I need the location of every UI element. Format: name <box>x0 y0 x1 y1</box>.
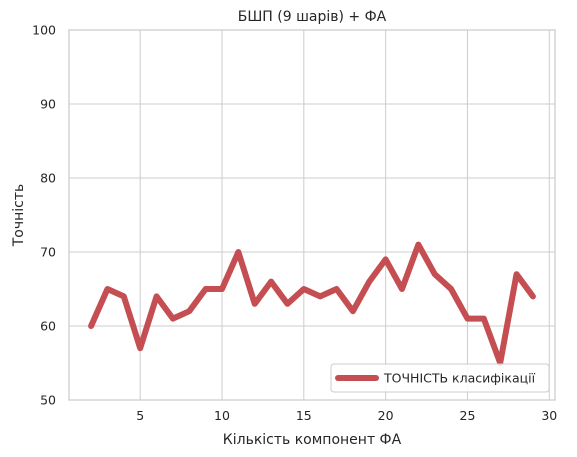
series-line <box>88 241 536 366</box>
x-tick-label: 10 <box>214 408 230 423</box>
legend-box <box>330 363 550 393</box>
y-tick-label: 60 <box>40 319 56 334</box>
plot-area <box>88 241 536 366</box>
x-tick-label: 20 <box>378 408 394 423</box>
legend-label: ТОЧНІСТЬ класифікації <box>383 371 536 386</box>
x-tick-label: 5 <box>136 408 144 423</box>
y-tick-label: 70 <box>40 245 56 260</box>
chart-title: БШП (9 шарів) + ФА <box>238 9 387 25</box>
y-axis-label: Точність <box>11 184 27 248</box>
x-tick-label: 15 <box>296 408 312 423</box>
legend: ТОЧНІСТЬ класифікації <box>330 363 550 393</box>
x-axis-label: Кількість компонент ФА <box>223 432 402 448</box>
x-tick-label: 25 <box>460 408 476 423</box>
plot-frame <box>68 29 556 401</box>
y-axis: 50 60 70 80 90 100 <box>32 23 56 408</box>
y-tick-label: 100 <box>32 23 56 38</box>
x-axis: 5 10 15 20 25 30 <box>136 408 557 423</box>
x-tick-label: 30 <box>541 408 557 423</box>
y-tick-label: 50 <box>40 393 56 408</box>
y-tick-label: 90 <box>40 97 56 112</box>
y-tick-label: 80 <box>40 171 56 186</box>
